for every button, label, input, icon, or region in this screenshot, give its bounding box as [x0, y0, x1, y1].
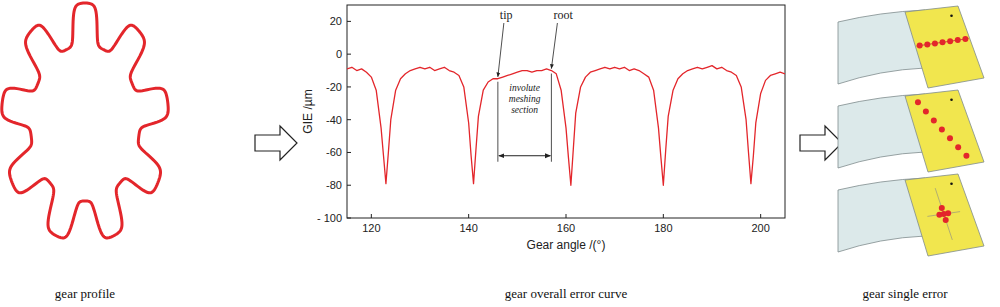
plot-frame	[347, 5, 785, 218]
error-point	[917, 43, 923, 49]
section-label: involutemeshingsection	[509, 83, 541, 115]
y-axis-label: GIE /µm	[301, 89, 315, 133]
face-guide	[927, 212, 960, 217]
marker-pointer	[498, 23, 504, 77]
section-label-line: meshing	[509, 94, 541, 104]
reference-point	[950, 15, 953, 18]
error-curve	[347, 66, 785, 186]
error-point	[947, 38, 953, 44]
tooth-face	[905, 6, 984, 88]
panel-caption: gear profile	[55, 286, 116, 301]
x-axis-label: Gear angle /(°)	[527, 238, 606, 252]
reference-point	[950, 183, 953, 186]
y-tick	[347, 152, 351, 153]
error-point	[947, 135, 953, 141]
error-point	[945, 210, 951, 216]
error-point	[924, 41, 930, 47]
x-tick	[663, 214, 664, 218]
x-tick-label: 140	[459, 222, 477, 234]
section-label-line: involute	[509, 83, 540, 93]
y-tick-label: -20	[326, 81, 342, 93]
x-tick-label: 160	[557, 222, 575, 234]
y-tick-label: -40	[326, 114, 342, 126]
x-tick	[468, 214, 469, 218]
section-arrow	[499, 155, 551, 156]
plot-area	[347, 66, 785, 186]
y-tick	[347, 185, 351, 186]
error-point	[931, 118, 937, 124]
error-point	[955, 144, 961, 150]
section-label-line: section	[511, 105, 538, 115]
flow-arrow	[800, 126, 842, 160]
y-tick-label: - 100	[317, 212, 342, 224]
y-tick	[347, 21, 351, 22]
face-guide	[935, 188, 952, 240]
marker-label: root	[553, 8, 573, 22]
y-tick-label: -60	[326, 146, 342, 158]
y-tick	[347, 54, 351, 55]
error-point	[939, 126, 945, 132]
error-point	[923, 108, 929, 114]
panel-caption: gear overall error curve	[505, 286, 628, 301]
x-tick-label: 180	[654, 222, 672, 234]
x-tick-label: 200	[751, 222, 769, 234]
x-tick-label: 120	[362, 222, 380, 234]
y-tick-label: 20	[330, 15, 342, 27]
error-point	[962, 36, 968, 42]
error-point	[932, 40, 938, 46]
reference-point	[950, 99, 953, 102]
error-point	[940, 39, 946, 45]
panel-caption: gear single error	[862, 286, 948, 301]
section-boundary	[551, 74, 552, 162]
marker-label: tip	[500, 8, 513, 22]
y-tick	[347, 86, 351, 87]
marker-pointer	[551, 23, 557, 69]
y-tick	[347, 119, 351, 120]
face-guide	[916, 39, 968, 46]
x-tick	[371, 214, 372, 218]
error-point	[943, 217, 949, 223]
error-point	[915, 99, 921, 105]
y-tick-label: 0	[336, 48, 342, 60]
error-point	[955, 37, 961, 43]
tooth-face	[905, 174, 984, 256]
flow-arrow	[255, 126, 297, 160]
x-tick	[566, 214, 567, 218]
figure: 200-20-40-60-80- 100120140160180200Gear …	[0, 0, 1000, 307]
section-boundary	[497, 82, 498, 162]
error-point	[963, 153, 969, 159]
y-tick-label: -80	[326, 179, 342, 191]
error-point	[936, 212, 942, 218]
gear-profile	[2, 3, 168, 238]
y-tick	[347, 218, 351, 219]
x-tick	[760, 214, 761, 218]
tooth-face	[905, 90, 984, 172]
error-point	[939, 205, 945, 211]
